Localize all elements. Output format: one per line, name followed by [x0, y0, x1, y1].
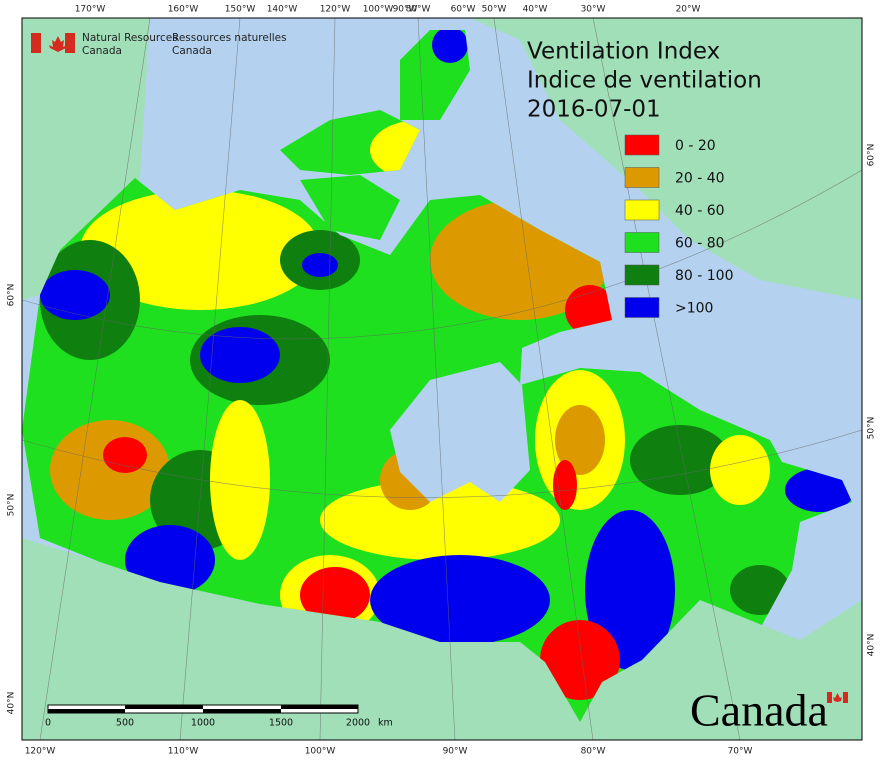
agency-fr: Canada — [172, 45, 212, 57]
graticule-label: 80°W — [406, 5, 431, 15]
graticule-label: 110°W — [168, 747, 199, 757]
scale-bar-segment — [48, 709, 125, 713]
graticule-label: 40°N — [7, 692, 17, 715]
graticule-label: 50°W — [482, 5, 507, 15]
field-zone — [370, 555, 550, 645]
scale-label: 1000 — [191, 718, 215, 729]
field-zone — [302, 253, 338, 277]
field-zone — [210, 400, 270, 560]
legend-swatch — [624, 232, 660, 253]
graticule-label: 90°W — [443, 747, 468, 757]
graticule-label: 140°W — [267, 5, 298, 15]
alaska — [22, 18, 150, 300]
field-zone — [785, 468, 852, 512]
field-zone — [40, 270, 110, 320]
wordmark-flag — [827, 692, 848, 703]
field-zone — [710, 435, 770, 505]
flag-bar — [65, 33, 75, 53]
legend-swatch — [624, 297, 660, 318]
graticule-label: 160°W — [168, 5, 199, 15]
field-zone — [300, 567, 370, 623]
agency-logo — [31, 33, 75, 53]
graticule-label: 120°W — [320, 5, 351, 15]
flag-leaf — [49, 36, 67, 52]
legend-label: 20 - 40 — [675, 171, 725, 187]
map — [22, 18, 862, 740]
graticule-label: 70°W — [728, 747, 753, 757]
title: Indice de ventilation — [527, 68, 762, 94]
graticule-label: 150°W — [225, 5, 256, 15]
scale-bar-segment — [203, 709, 281, 713]
field-zone — [80, 190, 320, 310]
scale-bar-segment — [125, 705, 203, 709]
graticule — [22, 18, 862, 740]
field-zone — [432, 30, 468, 63]
graticule-label: 60°N — [7, 284, 17, 307]
graticule-label: 20°W — [676, 5, 701, 15]
field-zone — [125, 525, 215, 595]
graticule-label: 40°W — [523, 5, 548, 15]
legend-swatch — [624, 134, 660, 156]
scale-bar-segment — [281, 705, 358, 709]
field-zone — [555, 405, 605, 475]
title: Ventilation Index — [527, 39, 720, 65]
wordmark: Canada — [690, 685, 828, 736]
graticule-label: 40°N — [867, 634, 877, 657]
agency-en: Natural Resources — [82, 32, 178, 44]
graticule-label: 100°W — [305, 747, 336, 757]
graticule-label: 90°W — [393, 5, 418, 15]
graticule-label: 170°W — [75, 5, 106, 15]
field-zone — [103, 437, 147, 473]
scale-label: 0 — [45, 718, 51, 729]
legend-swatch — [624, 199, 660, 221]
graticule-label: 120°W — [25, 747, 56, 757]
legend-swatch — [624, 167, 660, 188]
graticule-label: 50°N — [7, 494, 17, 517]
date: 2016-07-01 — [527, 97, 661, 123]
graticule-label: 50°N — [867, 417, 877, 440]
legend-label: 80 - 100 — [675, 268, 734, 284]
graticule-label: 60°N — [867, 144, 877, 167]
legend-swatch — [624, 264, 660, 286]
scale-label: 500 — [116, 718, 134, 729]
map-frame — [21, 17, 863, 741]
field-zone — [540, 620, 620, 700]
united-states — [22, 538, 862, 740]
graticule-label: 80°W — [581, 747, 606, 757]
graticule-label: 60°W — [451, 5, 476, 15]
scale-label: 2000 — [346, 718, 370, 729]
flag-bar — [31, 33, 41, 53]
agency-fr: Ressources naturelles — [172, 32, 287, 44]
field-zone — [200, 327, 280, 383]
agency-en: Canada — [82, 45, 122, 57]
field-zone — [553, 460, 577, 510]
scale-label: 1500 — [269, 718, 293, 729]
field-zone — [585, 510, 675, 670]
legend-label: 0 - 20 — [675, 138, 716, 154]
legend-label: 60 - 80 — [675, 236, 725, 252]
greenland — [470, 18, 862, 300]
hudson-bay — [390, 362, 530, 502]
graticule-label: 30°W — [581, 5, 606, 15]
scale-unit: km — [378, 718, 393, 729]
legend-label: >100 — [675, 301, 713, 317]
graticule-label: 100°W — [363, 5, 394, 15]
field-zone — [630, 425, 730, 495]
legend-label: 40 - 60 — [675, 203, 725, 219]
